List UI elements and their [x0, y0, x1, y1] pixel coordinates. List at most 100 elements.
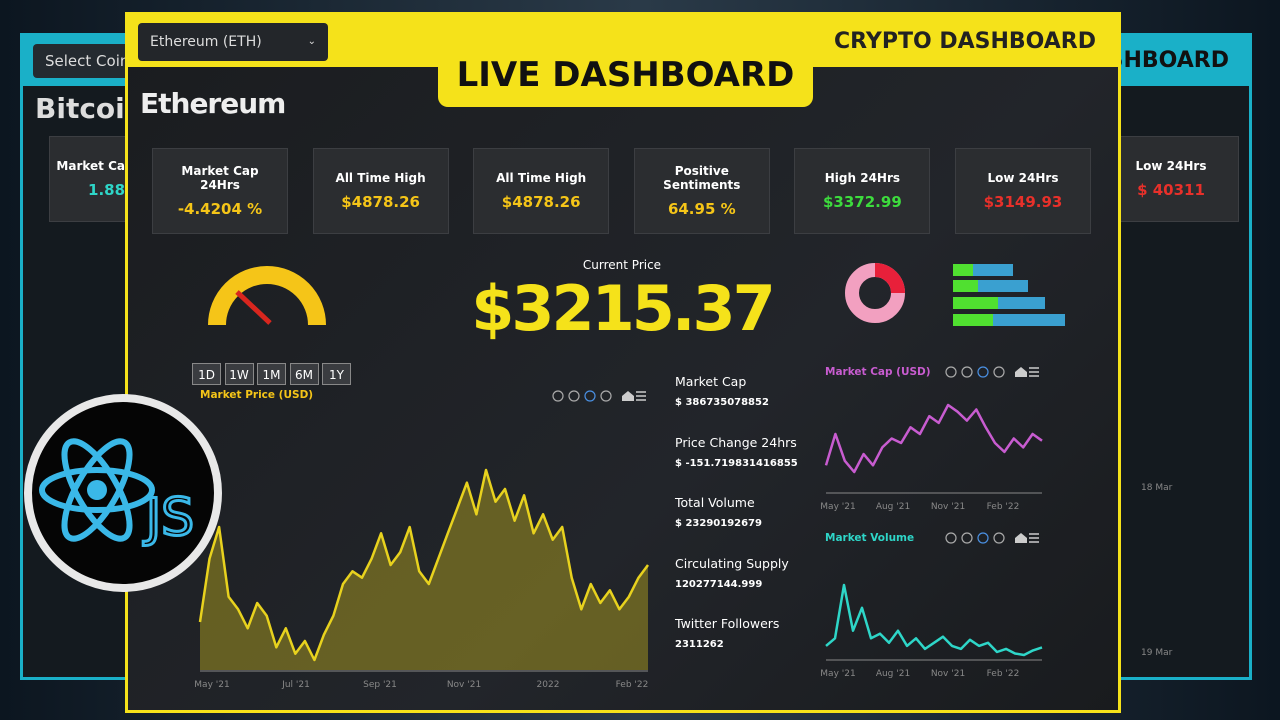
stat-label: Circulating Supply	[675, 555, 789, 571]
card-value: 64.95 %	[667, 200, 736, 218]
x-tick-label: May '21	[194, 680, 229, 690]
stat-value: 120277144.999	[675, 578, 763, 590]
home-icon	[1015, 533, 1027, 543]
mini-bar	[953, 314, 993, 326]
logo: JS	[24, 394, 222, 592]
x-tick-label: Jul '21	[281, 680, 310, 690]
stat-card: Market Cap 24Hrs -4.4204 %	[152, 148, 288, 234]
x-tick-label: Nov '21	[931, 669, 965, 679]
home-icon	[622, 391, 634, 401]
stat-label: Market Cap	[675, 374, 747, 389]
range-button[interactable]: 6M	[289, 363, 319, 385]
toolbar-icon	[600, 390, 612, 402]
stat-card: Positive Sentiments 64.95 %	[633, 148, 770, 234]
toolbar-icon	[568, 390, 580, 402]
coin-title: Ethereum	[140, 87, 286, 120]
home-icon	[1015, 367, 1027, 377]
chart-title: Market Cap (USD)	[825, 366, 931, 378]
stat-label: Twitter Followers	[675, 616, 780, 631]
card-value: $3149.93	[983, 193, 1063, 211]
card-label: All Time High	[496, 171, 587, 185]
toolbar-icon	[945, 366, 957, 378]
x-tick-label: Nov '21	[447, 680, 481, 690]
x-tick-label: Feb '22	[616, 680, 649, 690]
current-price-label: Current Price	[582, 258, 662, 272]
x-tick-label: Feb '22	[987, 669, 1020, 679]
x-tick-label: Aug '21	[876, 669, 910, 679]
card-value: $3372.99	[823, 193, 902, 211]
card-value: $4878.26	[501, 193, 581, 211]
stat-card: High 24Hrs $3372.99	[794, 148, 931, 234]
mini-bar	[953, 280, 978, 292]
toolbar-icon	[977, 532, 989, 544]
toolbar-icon	[584, 390, 596, 402]
x-tick-label: May '21	[820, 669, 855, 679]
stat-card: Low 24Hrs $3149.93	[955, 148, 1091, 234]
stat-card: All Time High $4878.26	[312, 148, 449, 234]
card-value: -4.4204 %	[177, 200, 263, 218]
card-label: Low 24Hrs	[1135, 159, 1207, 173]
select-text: Ethereum (ETH)	[150, 34, 262, 50]
x-tick-label: Aug '21	[876, 502, 910, 512]
chart-title: Market Volume	[825, 532, 914, 544]
mini-bars	[953, 264, 1065, 326]
toolbar-icon	[977, 366, 989, 378]
card-label: All Time High	[335, 171, 426, 185]
header-title: CRYPTO DASHBOARD	[834, 29, 1096, 54]
gauge-needle	[235, 290, 272, 325]
front-panel: Ethereum (ETH) ⌄ CRYPTO DASHBOARD LIVE DA…	[125, 12, 1121, 713]
x-tick-label: May '21	[820, 502, 855, 512]
coin-select[interactable]: Ethereum (ETH) ⌄	[138, 23, 328, 61]
series-line	[825, 583, 1043, 657]
current-price: $3215.37	[471, 272, 776, 345]
donut-slice	[874, 263, 905, 294]
x-tick-label: Sep '21	[363, 680, 397, 690]
mini-bar	[953, 297, 998, 309]
card-label: Market Cap 24Hrs	[181, 164, 259, 192]
atom-orbit	[61, 438, 133, 542]
series-line	[198, 468, 650, 662]
back-card: Low 24Hrs $ 40311	[1103, 136, 1239, 222]
stat-value: $ -151.719831416855	[675, 457, 798, 469]
x-tick-label: 2022	[537, 680, 560, 690]
card-value: $4878.26	[341, 193, 420, 211]
toolbar-icon	[552, 390, 564, 402]
card-label: High 24Hrs	[824, 171, 901, 185]
banner: LIVE DASHBOARD	[438, 43, 813, 107]
back-axis-label: 18 Mar	[1141, 483, 1173, 493]
atom-orbit	[61, 438, 133, 542]
card-value: $ 40311	[1137, 181, 1205, 199]
toolbar-icon	[993, 532, 1005, 544]
stat-value: $ 386735078852	[675, 397, 769, 408]
stat-value: 2311262	[675, 639, 724, 650]
range-button[interactable]: 1W	[224, 363, 254, 385]
stat-label: Total Volume	[675, 495, 755, 510]
chart-title: Market Price (USD)	[200, 389, 313, 401]
x-tick-label: Nov '21	[931, 502, 965, 512]
atom-core	[87, 480, 107, 500]
series-line	[824, 403, 1043, 474]
card-label: Positive Sentiments	[663, 164, 741, 192]
mini-bar	[953, 264, 973, 276]
chevron: ⌄	[307, 36, 316, 47]
range-button[interactable]: 1D	[192, 363, 221, 385]
area-fill	[200, 470, 648, 670]
logo-text: JS	[143, 488, 194, 548]
range-button[interactable]: 1Y	[322, 363, 351, 385]
toolbar-icon	[945, 532, 957, 544]
stat-card: All Time High $4878.26	[473, 148, 610, 234]
atom-orbit	[39, 467, 155, 513]
x-tick-label: Feb '22	[987, 502, 1020, 512]
toolbar-icon	[961, 366, 973, 378]
range-button[interactable]: 1M	[257, 363, 286, 385]
toolbar-icon	[961, 532, 973, 544]
back-axis-label: 19 Mar	[1141, 648, 1173, 658]
card-label: Low 24Hrs	[987, 171, 1059, 185]
gauge	[208, 266, 326, 326]
stat-value: $ 23290192679	[675, 518, 762, 529]
stat-label: Price Change 24hrs	[675, 434, 797, 450]
toolbar-icon	[993, 366, 1005, 378]
